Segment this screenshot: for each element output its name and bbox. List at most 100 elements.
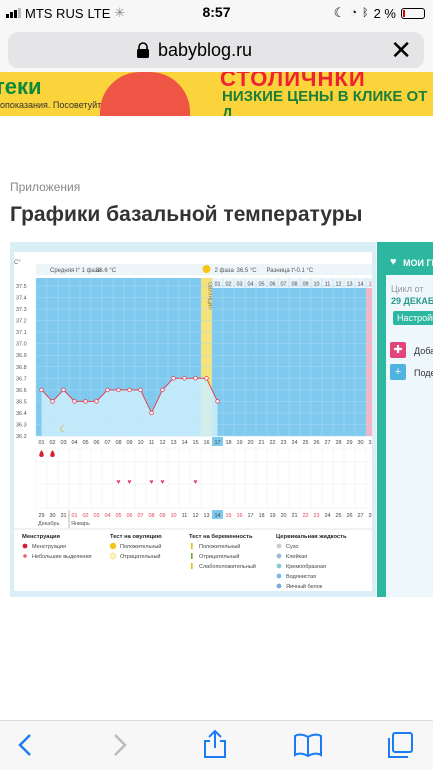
- legend-item: Кремообразная: [286, 564, 326, 570]
- date-label: 05: [115, 513, 121, 519]
- cycle-day-label: 01: [38, 440, 44, 446]
- y-tick-label: 36.5: [16, 399, 27, 405]
- y-tick-label: 37.2: [16, 319, 27, 325]
- legend-title: Цервикальная жидкость: [276, 534, 347, 540]
- date-label: 25: [335, 513, 341, 519]
- temperature-point: [83, 399, 88, 404]
- legend-icon: [191, 543, 193, 549]
- cycle-date: 29 ДЕКАБ: [391, 296, 433, 306]
- carrier: MTS RUS: [25, 5, 84, 21]
- phase2-day-label: 14: [357, 282, 363, 288]
- date-label: 07: [137, 513, 143, 519]
- share-icon[interactable]: +: [390, 364, 406, 380]
- network-type: LTE: [87, 5, 111, 21]
- phase2-day-label: 06: [269, 282, 275, 288]
- cycle-day-label: 04: [71, 440, 77, 446]
- legend-icon: [23, 554, 27, 558]
- cycle-day-label: 14: [181, 440, 187, 446]
- y-tick-label: 37.0: [16, 342, 27, 348]
- legend-icon: [191, 563, 193, 569]
- temperature-point: [39, 387, 44, 393]
- cycle-day-label: 05: [82, 440, 88, 446]
- legend-icon: [276, 553, 282, 559]
- heart-marker-icon: ♥: [160, 479, 164, 486]
- temperature-point: [94, 399, 99, 404]
- date-label: 26: [346, 513, 352, 519]
- date-label: 03: [93, 513, 99, 519]
- date-label: 22: [302, 513, 308, 519]
- legend-title: Тест на беременность: [189, 533, 253, 540]
- cycle-day-label: 17: [214, 440, 220, 446]
- date-label: 08: [148, 513, 154, 519]
- page-title: Графики базальной температуры: [10, 203, 363, 226]
- menstruation-drop-icon: [39, 450, 44, 457]
- heart-marker-icon: ♥: [149, 479, 153, 486]
- phase2-day-label: 02: [225, 282, 231, 288]
- cycle-day-label: 18: [225, 440, 231, 446]
- date-label: 14: [214, 513, 220, 519]
- close-icon[interactable]: ✕: [390, 35, 412, 65]
- date-label: 17: [247, 513, 253, 519]
- legend-icon: [109, 552, 117, 560]
- legend-title: Менструация: [22, 534, 60, 540]
- forward-icon[interactable]: [113, 733, 127, 757]
- y-tick-label: 36.6: [16, 388, 27, 394]
- cycle-day-label: 16: [203, 440, 209, 446]
- tabs-icon[interactable]: [386, 731, 414, 759]
- temperature-point: [149, 410, 154, 416]
- share-sheet-icon[interactable]: [202, 729, 228, 759]
- phase2-day-label: 08: [291, 282, 297, 288]
- date-label: 16: [236, 513, 242, 519]
- legend-item: Яичный белок: [286, 583, 323, 590]
- ovulation-sun-icon: [202, 265, 211, 273]
- legend-icon: [276, 543, 282, 549]
- date-label: 18: [258, 513, 264, 519]
- add-button[interactable]: Доба: [414, 346, 433, 356]
- legend-item: Клейкая: [286, 553, 307, 560]
- cycle-day-label: 29: [346, 440, 352, 446]
- date-label: 10: [170, 513, 176, 519]
- legend-item: Положительный: [120, 543, 161, 550]
- ad-banner[interactable]: теки опоказания. Посоветуйтесь с врачом.…: [0, 72, 433, 116]
- bookmarks-icon[interactable]: [293, 733, 323, 757]
- cycle-day-label: 26: [313, 440, 319, 446]
- phase1-value: 36.6 °С: [96, 268, 117, 274]
- cycle-day-label: 06: [93, 440, 99, 446]
- today-date-highlight: [212, 510, 223, 519]
- legend-icon: [22, 543, 28, 549]
- cycle-day-label: 28: [335, 440, 341, 446]
- settings-button[interactable]: Настройка: [393, 311, 433, 325]
- address-bar[interactable]: babyblog.ru ✕: [8, 32, 424, 68]
- legend-icon: [191, 553, 193, 559]
- battery-icon: [401, 7, 425, 19]
- y-tick-label: 36.7: [16, 376, 27, 382]
- cycle-day-label: 12: [159, 440, 165, 446]
- heart-icon: ♥: [390, 256, 397, 268]
- cycle-day-label: 02: [49, 440, 55, 446]
- my-charts-heading[interactable]: МОИ ГРА: [403, 258, 433, 268]
- phase2-day-label: 01: [214, 282, 220, 288]
- temperature-point: [72, 399, 77, 404]
- date-label: 04: [104, 513, 110, 519]
- menstruation-drop-icon: [50, 450, 55, 457]
- cycle-day-label: 10: [137, 440, 143, 446]
- status-bar: MTS RUS LTE ✳ 8:57 ☾ ◔ ᛒ 2 %: [0, 0, 433, 26]
- date-label: 01: [71, 513, 77, 519]
- back-icon[interactable]: [18, 733, 32, 757]
- cycle-end-column: [366, 288, 377, 436]
- temperature-point: [61, 387, 66, 393]
- phase2-label: 2 фаза: [215, 268, 235, 274]
- add-icon[interactable]: ✚: [390, 342, 406, 358]
- phase2-day-label: 11: [325, 282, 331, 288]
- date-label: 21: [291, 513, 297, 519]
- y-tick-label: 37.4: [16, 296, 27, 302]
- legend-icon: [276, 573, 282, 579]
- share-button[interactable]: Поде: [414, 368, 433, 378]
- ad-mascot: [100, 72, 190, 116]
- temperature-point: [127, 387, 132, 393]
- cycle-day-label: 11: [149, 440, 155, 446]
- month-label: Январь: [71, 521, 90, 527]
- breadcrumb[interactable]: Приложения: [10, 180, 81, 194]
- month-label: Декабрь: [38, 521, 60, 527]
- date-label: 29: [38, 513, 44, 519]
